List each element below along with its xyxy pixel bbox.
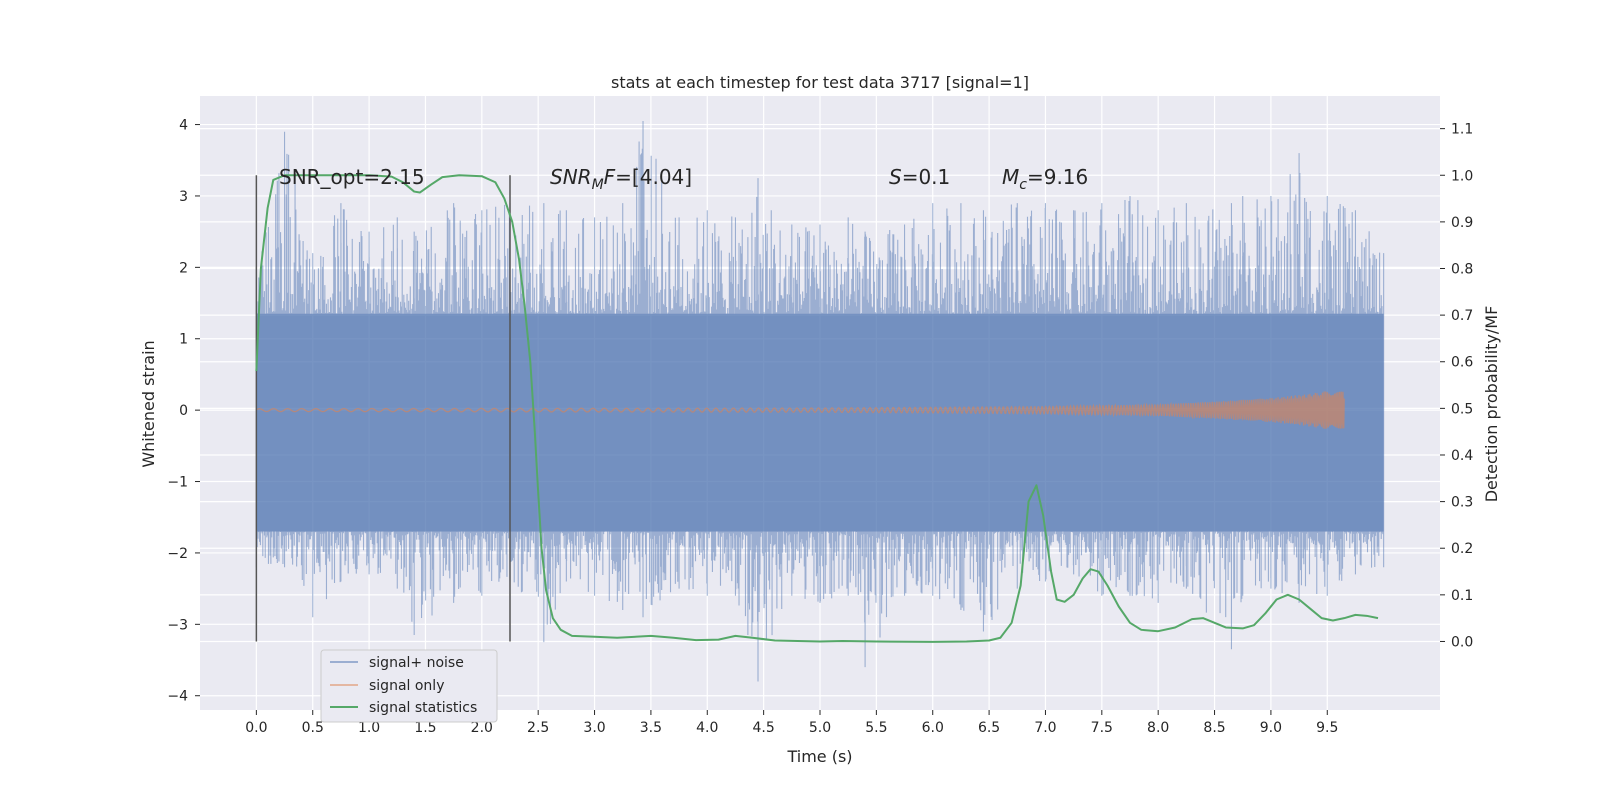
y2-tick-label: 0.9 [1451, 215, 1473, 231]
y2-tick-label: 0.7 [1451, 308, 1473, 324]
x-tick-label: 0.5 [302, 720, 324, 736]
x-axis-label: Time (s) [786, 747, 852, 766]
x-tick-label: 9.0 [1260, 720, 1282, 736]
x-tick-label: 2.0 [471, 720, 493, 736]
chart-title: stats at each timestep for test data 371… [611, 73, 1029, 92]
y2-tick-label: 1.1 [1451, 122, 1473, 138]
y2-tick-label: 0.4 [1451, 448, 1473, 464]
y-tick-label: −1 [167, 475, 188, 491]
x-tick-label: 6.5 [978, 720, 1000, 736]
y-tick-label: 2 [179, 260, 188, 276]
x-tick-label: 3.5 [640, 720, 662, 736]
y2-tick-label: 0.6 [1451, 355, 1473, 371]
legend: signal+ noise signal only signal statist… [320, 649, 498, 723]
x-tick-label: 8.5 [1203, 720, 1225, 736]
x-tick-label: 4.5 [753, 720, 775, 736]
x-tick-label: 1.5 [414, 720, 436, 736]
stats-line [255, 174, 1379, 643]
x-tick-label: 1.0 [358, 720, 380, 736]
y-tick-label: −4 [167, 689, 188, 705]
y2-tick-label: 0.0 [1451, 634, 1473, 650]
legend-label-noise: signal+ noise [369, 655, 464, 671]
x-tick-label: 0.0 [245, 720, 267, 736]
x-tick-label: 7.0 [1034, 720, 1056, 736]
x-tick-label: 8.0 [1147, 720, 1169, 736]
x-tick-label: 6.0 [922, 720, 944, 736]
x-tick-label: 9.5 [1316, 720, 1338, 736]
x-tick-label: 7.5 [1091, 720, 1113, 736]
y2-tick-label: 0.3 [1451, 495, 1473, 511]
legend-label-signal: signal only [369, 678, 444, 694]
y-tick-label: 4 [179, 118, 188, 134]
x-tick-label: 5.5 [865, 720, 887, 736]
s-value: =0.1 [902, 165, 951, 189]
legend-label-stats: signal statistics [369, 700, 477, 716]
stats-series [255, 174, 1379, 643]
y-tick-label: 0 [179, 403, 188, 419]
y2-axis-label: Detection probability/MF [1482, 306, 1501, 503]
x-tick-label: 3.0 [583, 720, 605, 736]
marker-lines [255, 175, 511, 642]
x-tick-label: 2.5 [527, 720, 549, 736]
signal-chirp-line [256, 391, 1345, 429]
mc-annotation: Mc=9.16 [1002, 165, 1088, 193]
y-tick-label: −3 [167, 617, 188, 633]
legend-box [320, 649, 498, 723]
y2-tick-label: 1.0 [1451, 168, 1473, 184]
s-annotation: S=0.1 [889, 165, 950, 189]
mc-value: =9.16 [1027, 165, 1088, 189]
noise-series [255, 120, 1385, 682]
y2-tick-label: 0.1 [1451, 588, 1473, 604]
snr-mf-value: =[4.04] [615, 165, 692, 189]
y2-tick-label: 0.2 [1451, 541, 1473, 557]
x-tick-label: 4.0 [696, 720, 718, 736]
y-tick-label: 1 [179, 332, 188, 348]
y-tick-label: −2 [167, 546, 188, 562]
axis-ticks: 0.0 0.5 1.0 1.5 2.0 2.5 3.0 3.5 4.0 4.5 5.0 5.5 6.0 6… [167, 118, 1473, 736]
snr-opt-annotation: SNR_opt=2.15 [279, 165, 425, 189]
y2-tick-label: 0.8 [1451, 261, 1473, 277]
y-axis-label: Whitened strain [139, 340, 158, 467]
snr-mf-annotation: SNRMF=[4.04] [550, 165, 692, 193]
y-tick-label: 3 [179, 189, 188, 205]
x-tick-label: 5.0 [809, 720, 831, 736]
signal-series [256, 391, 1345, 429]
y2-tick-label: 0.5 [1451, 401, 1473, 417]
